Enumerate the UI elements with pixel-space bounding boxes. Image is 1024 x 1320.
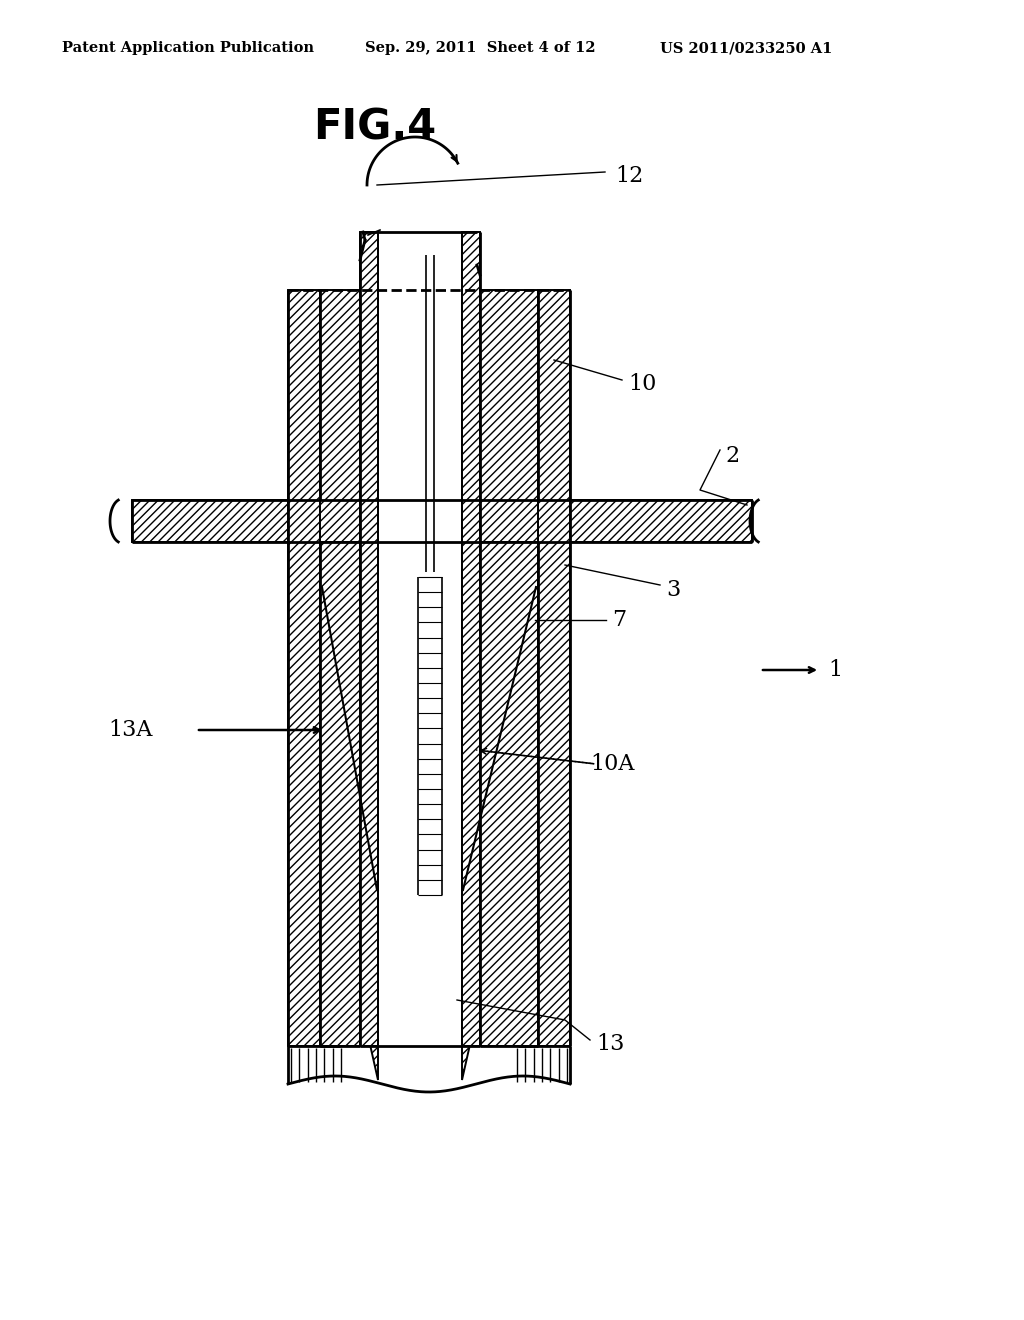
Polygon shape (570, 500, 752, 543)
Text: 12: 12 (615, 165, 643, 187)
Polygon shape (319, 543, 378, 1080)
Text: Sep. 29, 2011  Sheet 4 of 12: Sep. 29, 2011 Sheet 4 of 12 (365, 41, 596, 55)
Text: 7: 7 (612, 609, 626, 631)
Bar (378, 232, 462, 1045)
Text: US 2011/0233250 A1: US 2011/0233250 A1 (660, 41, 833, 55)
Polygon shape (462, 543, 538, 1080)
Text: 10: 10 (628, 374, 656, 395)
Text: 2: 2 (725, 445, 739, 467)
Polygon shape (538, 290, 570, 1045)
Polygon shape (132, 500, 288, 543)
Text: 13A: 13A (108, 719, 153, 741)
Text: 10A: 10A (590, 752, 635, 775)
Polygon shape (319, 290, 360, 543)
Polygon shape (360, 232, 378, 1045)
Polygon shape (288, 290, 319, 1045)
Text: Patent Application Publication: Patent Application Publication (62, 41, 314, 55)
Bar (480, 290, 538, 543)
Polygon shape (480, 290, 538, 543)
Text: 13: 13 (596, 1034, 625, 1055)
Text: 1: 1 (828, 659, 842, 681)
Bar (319, 290, 360, 543)
Text: 3: 3 (666, 579, 680, 601)
Polygon shape (462, 232, 480, 1045)
Text: FIG.4: FIG.4 (313, 107, 436, 149)
